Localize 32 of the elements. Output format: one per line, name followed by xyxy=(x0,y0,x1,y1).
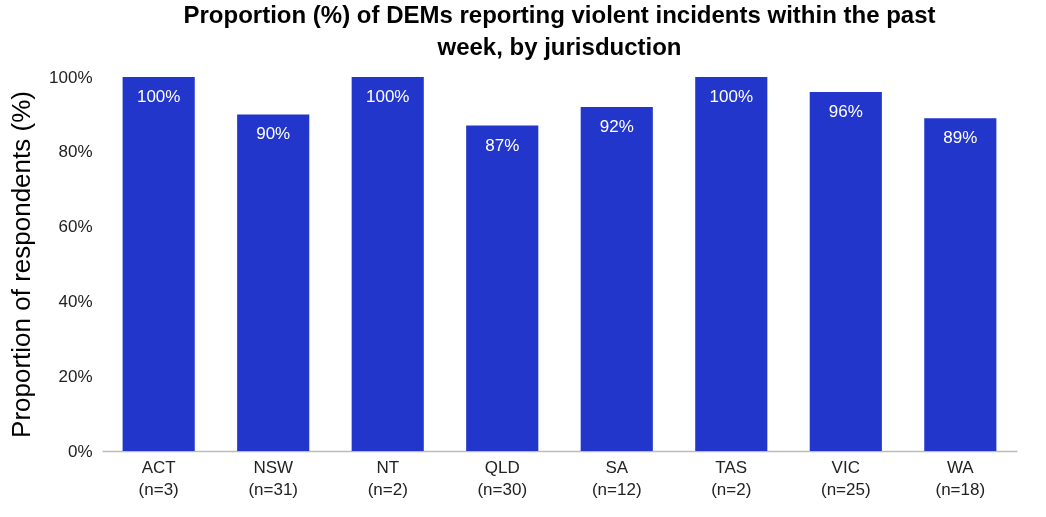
data-label: 87% xyxy=(485,135,520,155)
y-tick-label: 80% xyxy=(58,142,93,162)
x-tick-label: SA (n=12) xyxy=(591,457,642,499)
y-tick-label: 40% xyxy=(58,291,93,311)
x-tick-label: VIC (n=25) xyxy=(820,457,871,499)
x-tick-label: TAS (n=2) xyxy=(711,457,752,499)
bar xyxy=(924,118,997,451)
y-tick-label: 60% xyxy=(58,217,93,237)
data-label: 100% xyxy=(365,87,410,106)
bar xyxy=(122,77,195,451)
x-tick-label: NT (n=2) xyxy=(367,457,408,499)
data-label: 92% xyxy=(599,116,634,136)
data-label: 90% xyxy=(256,124,291,144)
data-label: 96% xyxy=(828,101,863,121)
y-tick-label: 100% xyxy=(49,67,93,87)
data-label: 100% xyxy=(709,87,754,106)
y-axis-title: Proportion of respondents (%) xyxy=(6,91,37,438)
bar xyxy=(351,77,424,451)
bar xyxy=(237,114,310,451)
bar xyxy=(466,125,539,451)
x-tick-label: ACT (n=3) xyxy=(138,457,179,499)
data-label: 100% xyxy=(136,87,181,106)
x-tick-label: WA (n=18) xyxy=(935,457,986,499)
x-tick-label: NSW (n=31) xyxy=(248,457,299,499)
y-tick-label: 0% xyxy=(67,441,93,461)
x-tick-label: QLD (n=30) xyxy=(477,457,528,499)
y-tick-label: 20% xyxy=(58,366,93,386)
data-label: 89% xyxy=(943,128,978,148)
chart-title: Proportion (%) of DEMs reporting violent incidents within the past week, by jurisduction xyxy=(183,1,936,60)
bar xyxy=(695,77,768,451)
bar xyxy=(809,91,882,451)
bar xyxy=(580,106,653,451)
